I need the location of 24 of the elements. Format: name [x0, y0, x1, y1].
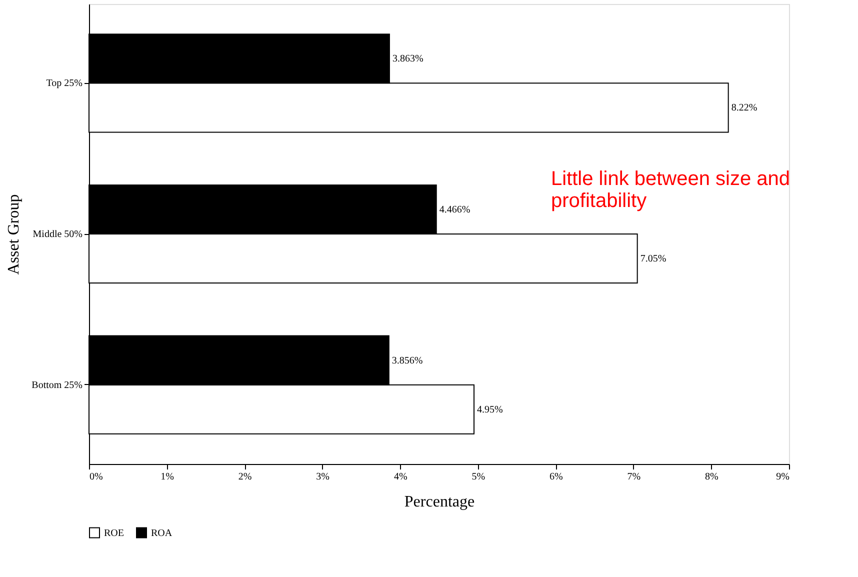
- y-tick-label: Bottom 25%: [32, 380, 82, 391]
- data-label: 4.466%: [439, 204, 470, 216]
- x-tick-label: 8%: [705, 472, 718, 482]
- legend-label: ROA: [151, 528, 173, 539]
- x-tick-label: 7%: [627, 472, 641, 482]
- x-tick-label: 1%: [160, 472, 174, 482]
- x-tick-label: 5%: [472, 472, 486, 482]
- legend-label: ROE: [104, 528, 124, 539]
- data-label: 3.856%: [392, 355, 423, 366]
- annotation: Little link between size and profitability: [551, 168, 790, 212]
- x-tick-label: 6%: [549, 472, 563, 482]
- y-axis-title: Asset Group: [6, 194, 23, 275]
- x-tick-label: 3%: [316, 472, 330, 482]
- x-axis-title: Percentage: [404, 494, 475, 510]
- data-label: 4.95%: [477, 404, 503, 416]
- x-tick-label: 9%: [776, 472, 790, 482]
- x-tick-label: 2%: [238, 472, 252, 482]
- x-tick-label: 0%: [90, 472, 103, 482]
- data-label: 8.22%: [731, 102, 758, 114]
- y-tick-label: Middle 50%: [32, 229, 82, 240]
- data-label: 7.05%: [640, 254, 666, 265]
- x-tick-label: 4%: [394, 472, 408, 482]
- y-tick-label: Top 25%: [46, 78, 82, 90]
- data-label: 3.863%: [392, 54, 424, 65]
